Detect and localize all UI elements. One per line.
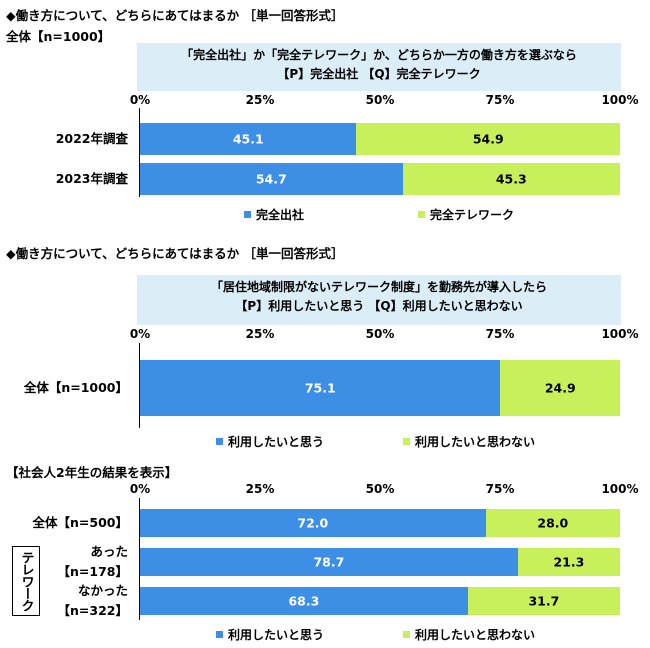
x-tick-label: 75% [485, 327, 515, 341]
category-label: 2022年調査 [56, 129, 128, 149]
bar-segment [517, 548, 620, 576]
bar-segment [402, 163, 620, 195]
category-label-line: 【n=178】 [57, 564, 128, 579]
category-label: 2023年調査 [56, 169, 128, 189]
legend-1-item-2: 完全テレワーク [418, 206, 514, 223]
telework-group-label: テレワーク [12, 546, 40, 616]
y-axis-line [139, 343, 140, 428]
category-label: 全体【n=500】 [33, 513, 128, 533]
x-tick-label: 100% [601, 327, 639, 341]
legend-1-item-1: 完全出社 [244, 206, 304, 223]
section2-question-line2: 【P】利用したいと思う 【Q】利用したいと思わない [235, 299, 523, 313]
section1-subtitle: 全体【n=1000】 [6, 29, 111, 44]
section2-title: ◆働き方について、どちらにあてはまるか ［単一回答形式］ [6, 246, 344, 261]
x-tick-label: 100% [601, 482, 639, 496]
x-tick-label: 50% [365, 93, 395, 107]
x-tick-label: 25% [245, 93, 275, 107]
legend-2-item-2: 利用したいと思わない [403, 433, 535, 450]
bar-segment [140, 509, 486, 537]
bar-segment [485, 509, 620, 537]
legend-2-item-1: 利用したいと思う [216, 433, 324, 450]
data-label: 24.9 [544, 380, 576, 396]
bar-segment [140, 123, 357, 155]
legend-1-label-1: 完全出社 [256, 208, 305, 222]
category-label-line: 【n=322】 [57, 603, 128, 618]
x-tick-label: 50% [365, 482, 395, 496]
category-label: あった【n=178】 [58, 542, 128, 582]
legend-1-label-2: 完全テレワーク [430, 208, 515, 222]
data-label: 45.1 [232, 131, 264, 147]
section3-title: 【社会人2年生の結果を表示】 [6, 465, 178, 480]
data-label: 28.0 [537, 515, 569, 531]
y-axis-line [139, 108, 140, 197]
data-label: 45.3 [495, 171, 527, 187]
category-label-line: あった [90, 544, 128, 559]
category-label-line: 2023年調査 [55, 171, 128, 186]
data-label: 31.7 [528, 593, 560, 609]
section1-question-line2: 【P】完全出社 【Q】完全テレワーク [277, 67, 481, 81]
category-label: なかった【n=322】 [58, 581, 128, 621]
bar-segment [467, 587, 620, 615]
data-label: 78.7 [313, 554, 345, 570]
section1-title: ◆働き方について、どちらにあてはまるか ［単一回答形式］ [6, 8, 344, 23]
bar-segment [140, 587, 468, 615]
legend-1-swatch-2 [418, 211, 425, 218]
data-label: 68.3 [288, 593, 320, 609]
category-label: 全体【n=1000】 [24, 378, 128, 398]
data-label: 54.9 [472, 131, 504, 147]
x-tick-label: 25% [245, 482, 275, 496]
category-label-line: なかった [77, 583, 128, 598]
bar-segment [140, 360, 501, 416]
bar-segment [356, 123, 620, 155]
legend-1-swatch-1 [244, 211, 251, 218]
category-label-line: 2022年調査 [55, 131, 128, 146]
legend-3-swatch-2 [403, 631, 410, 638]
section1-question-box: 「完全出社」か「完全テレワーク」か、どちらか一方の働き方を選ぶなら 【P】完全出… [137, 43, 621, 91]
data-label: 21.3 [553, 554, 585, 570]
legend-3-label-2: 利用したいと思わない [415, 628, 536, 642]
legend-2-label-2: 利用したいと思わない [415, 435, 536, 449]
section1-question-line1: 「完全出社」か「完全テレワーク」か、どちらか一方の働き方を選ぶなら [181, 48, 577, 62]
data-label: 72.0 [297, 515, 329, 531]
x-tick-label: 75% [485, 482, 515, 496]
bar-segment [140, 548, 518, 576]
legend-3-item-2: 利用したいと思わない [403, 626, 535, 643]
x-tick-label: 25% [245, 327, 275, 341]
legend-2-swatch-1 [216, 438, 223, 445]
bar-segment [500, 360, 620, 416]
legend-3-item-1: 利用したいと思う [216, 626, 324, 643]
x-tick-label: 0% [129, 327, 151, 341]
legend-3-swatch-1 [216, 631, 223, 638]
data-label: 75.1 [304, 380, 336, 396]
x-tick-label: 75% [485, 93, 515, 107]
category-label-line: 全体【n=1000】 [23, 380, 128, 395]
x-tick-label: 100% [601, 93, 639, 107]
x-tick-label: 0% [129, 93, 151, 107]
legend-3-label-1: 利用したいと思う [228, 628, 325, 642]
category-label-line: 全体【n=500】 [32, 515, 128, 530]
y-axis-line [139, 498, 140, 620]
data-label: 54.7 [255, 171, 287, 187]
section2-question-box: 「居住地域制限がないテレワーク制度」を勤務先が導入したら 【P】利用したいと思う… [137, 275, 621, 325]
legend-2-swatch-2 [403, 438, 410, 445]
legend-2-label-1: 利用したいと思う [228, 435, 325, 449]
x-tick-label: 0% [129, 482, 151, 496]
section2-question-line1: 「居住地域制限がないテレワーク制度」を勤務先が導入したら [210, 280, 547, 294]
x-tick-label: 50% [365, 327, 395, 341]
bar-segment [140, 163, 403, 195]
